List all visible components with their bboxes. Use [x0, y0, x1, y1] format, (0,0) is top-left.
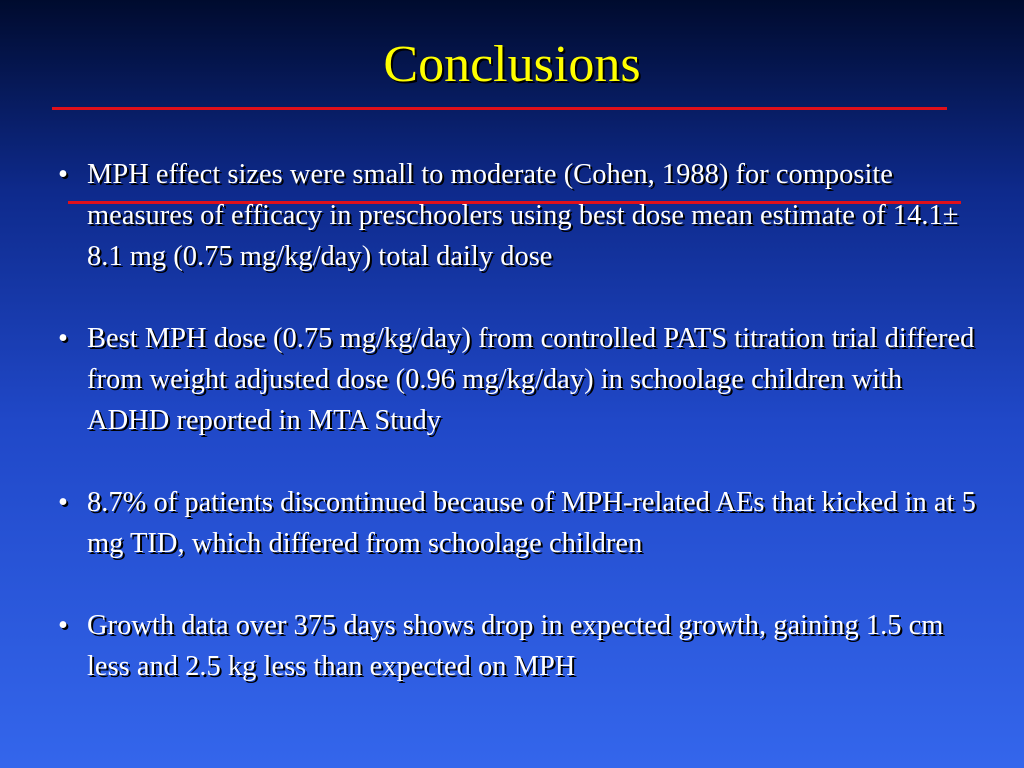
- bullet-item: • 8.7% of patients discontinued because …: [56, 482, 986, 564]
- bullet-item: • Best MPH dose (0.75 mg/kg/day) from co…: [56, 318, 986, 441]
- bullet-icon: •: [58, 610, 68, 641]
- bullet-icon: •: [58, 323, 68, 354]
- decorative-rule: [68, 201, 961, 204]
- bullet-list: • MPH effect sizes were small to moderat…: [56, 154, 986, 728]
- bullet-icon: •: [58, 159, 68, 190]
- bullet-text: Growth data over 375 days shows drop in …: [87, 610, 944, 682]
- bullet-text: MPH effect sizes were small to moderate …: [87, 159, 959, 272]
- bullet-item: • Growth data over 375 days shows drop i…: [56, 605, 986, 687]
- bullet-text: 8.7% of patients discontinued because of…: [87, 487, 976, 559]
- title-underline: [52, 107, 947, 110]
- bullet-item: • MPH effect sizes were small to moderat…: [56, 154, 986, 277]
- bullet-icon: •: [58, 487, 68, 518]
- bullet-text: Best MPH dose (0.75 mg/kg/day) from cont…: [87, 323, 975, 436]
- slide-title: Conclusions: [383, 36, 641, 93]
